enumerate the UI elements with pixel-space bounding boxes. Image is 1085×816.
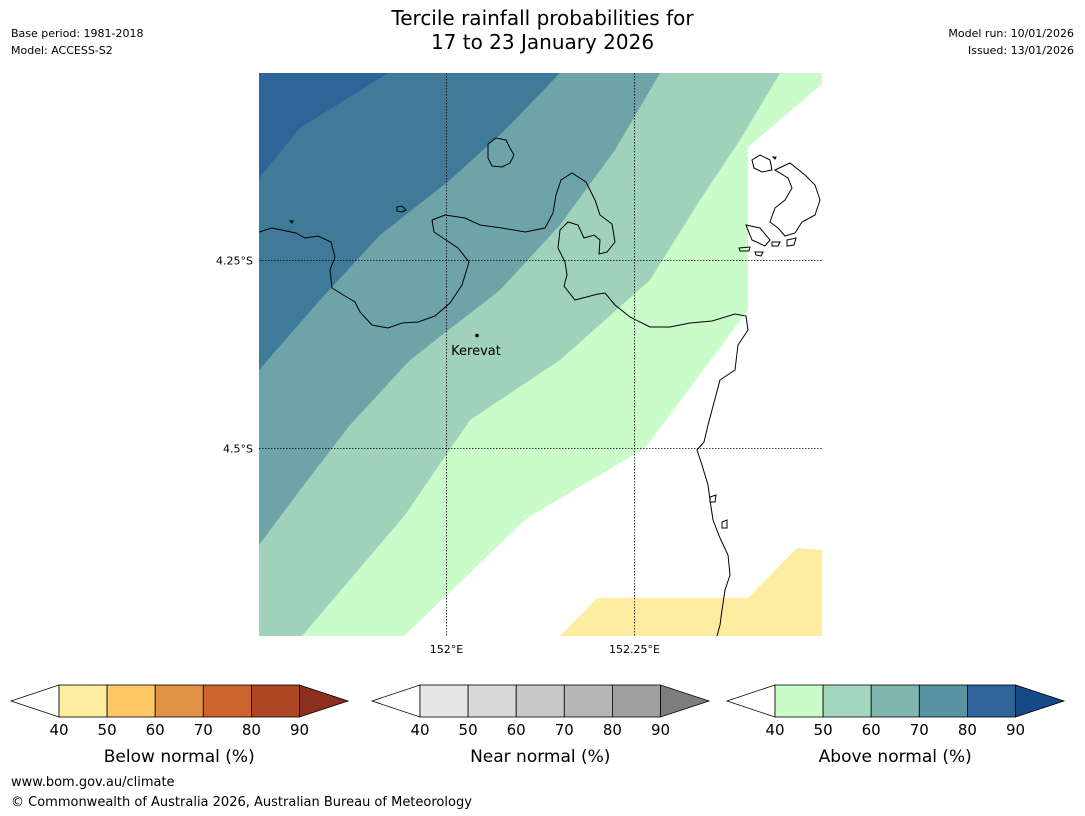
colorbar-tick-label: 70 [194, 721, 213, 739]
base-period: Base period: 1981-2018 [11, 27, 144, 40]
header-left: Base period: 1981-2018 Model: ACCESS-S2 [11, 25, 143, 59]
above-normal-90-plus-band [259, 73, 388, 178]
colorbar-cell [467, 684, 517, 718]
colorbar-tick-label: 70 [555, 721, 574, 739]
colorbar-cell [154, 684, 204, 718]
colorbar-above-normal: 40 50 60 70 80 90 Above normal (%) [725, 684, 1066, 767]
lon-label-152-25: 152.25°E [609, 643, 660, 656]
colorbar-tick-label: 90 [290, 721, 309, 739]
title-line-2: 17 to 23 January 2026 [430, 30, 655, 54]
colorbar-tick-label: 50 [459, 721, 478, 739]
colorbar-cell [612, 684, 661, 718]
colorbar-extend-high [1015, 684, 1066, 718]
colorbar-cell [515, 684, 565, 718]
colorbar-cell [250, 684, 300, 718]
colorbar-tick-label: 60 [146, 721, 165, 739]
footer-copyright: © Commonwealth of Australia 2026, Austra… [11, 795, 472, 810]
issued-date: Issued: 13/01/2026 [967, 44, 1074, 57]
colorbar-cell [870, 684, 920, 718]
colorbar-title: Above normal (%) [819, 747, 972, 767]
header-right: Model run: 10/01/2026 Issued: 13/01/2026 [948, 25, 1074, 59]
footer-url[interactable]: www.bom.gov.au/climate [11, 775, 175, 790]
map-title: Tercile rainfall probabilities for 17 to… [0, 6, 1085, 54]
colorbar-cell [822, 684, 872, 718]
title-line-1: Tercile rainfall probabilities for [391, 6, 694, 30]
colorbar-tick-label: 40 [49, 721, 68, 739]
lat-label-4-5: 4.5°S [223, 443, 253, 456]
colorbar-extend-low [9, 684, 60, 718]
colorbar-tick-label: 60 [862, 721, 881, 739]
lat-label-4-25: 4.25°S [216, 255, 253, 268]
colorbar-tick-label: 90 [1006, 721, 1025, 739]
below-normal-50-60-band [560, 548, 822, 636]
colorbar-title: Below normal (%) [104, 747, 255, 767]
kerevat-marker [475, 333, 479, 338]
colorbar-cell [563, 684, 613, 718]
graticule [259, 73, 822, 636]
colorbar-tick-label: 50 [98, 721, 117, 739]
colorbar-tick-label: 50 [814, 721, 833, 739]
colorbar-extend-low [370, 684, 421, 718]
colorbar-cell [967, 684, 1016, 718]
colorbar-tick-label: 40 [765, 721, 784, 739]
colorbar-near-normal: 40 50 60 70 80 90 Near normal (%) [370, 684, 711, 767]
colorbar-extend-low [725, 684, 776, 718]
model-name: Model: ACCESS-S2 [11, 44, 113, 57]
colorbar-tick-label: 80 [242, 721, 261, 739]
colorbar-cell [106, 684, 156, 718]
colorbar-cell [202, 684, 252, 718]
colorbar-tick-label: 80 [958, 721, 977, 739]
place-label-kerevat: Kerevat [451, 344, 501, 359]
colorbar-extend-high [660, 684, 711, 718]
colorbar-cell [419, 684, 469, 718]
above-normal-80-90-band [259, 73, 560, 370]
lon-label-152: 152°E [430, 643, 463, 656]
colorbar-cell [58, 684, 108, 718]
colorbar-tick-label: 80 [603, 721, 622, 739]
colorbar-below-normal: 40 50 60 70 80 90 Below normal (%) [9, 684, 350, 767]
colorbar-tick-label: 70 [910, 721, 929, 739]
colorbar-tick-label: 90 [651, 721, 670, 739]
colorbar-title: Near normal (%) [470, 747, 610, 767]
colorbar-cell [918, 684, 968, 718]
colorbar-cell [774, 684, 824, 718]
coastlines [259, 137, 821, 636]
colorbar-tick-label: 40 [410, 721, 429, 739]
colorbar-extend-high [299, 684, 350, 718]
probability-field [259, 73, 822, 636]
model-run: Model run: 10/01/2026 [948, 27, 1074, 40]
colorbar-tick-label: 60 [507, 721, 526, 739]
